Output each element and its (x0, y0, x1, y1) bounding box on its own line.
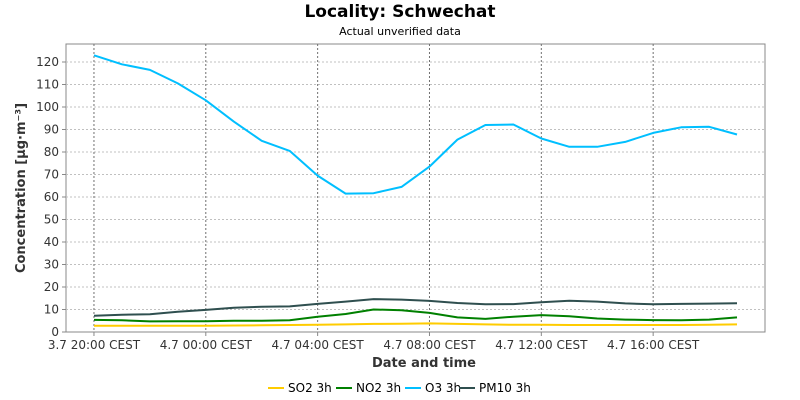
y-tick-label: 50 (44, 213, 59, 227)
series-line-pm10-3h (93, 298, 738, 317)
y-tick-label: 40 (44, 235, 59, 249)
x-tick-label: 4.7 00:00 CEST (160, 338, 253, 352)
x-tick-label: 4.7 04:00 CEST (272, 338, 365, 352)
chart-title: Locality: Schwechat (304, 2, 495, 22)
y-tick-label: 0 (51, 325, 59, 339)
legend-item-no2-3h: NO2 3h (336, 381, 401, 395)
y-tick-label: 60 (44, 190, 59, 204)
chart-subtitle: Actual unverified data (339, 25, 461, 38)
y-tick-label: 10 (44, 303, 59, 317)
legend-label: NO2 3h (356, 381, 401, 395)
series-line-no2-3h (93, 308, 738, 323)
y-tick-label: 30 (44, 258, 59, 272)
x-tick-label: 4.7 08:00 CEST (383, 338, 476, 352)
legend-item-o3-3h: O3 3h (405, 381, 461, 395)
y-tick-label: 120 (36, 55, 59, 69)
horizontal-gridlines (66, 61, 765, 310)
y-tick-label: 70 (44, 168, 59, 182)
legend-label: O3 3h (425, 381, 461, 395)
vertical-gridlines (93, 44, 654, 332)
y-tick-label: 100 (36, 100, 59, 114)
legend-label: PM10 3h (479, 381, 531, 395)
legend-item-pm10-3h: PM10 3h (459, 381, 531, 395)
x-axis-label: Date and time (372, 356, 476, 371)
series-line-o3-3h (93, 54, 738, 195)
series-line-so2-3h (94, 322, 738, 327)
legend-item-so2-3h: SO2 3h (268, 381, 332, 395)
series-lines (93, 54, 738, 327)
y-tick-label: 90 (44, 123, 59, 137)
y-axis-ticks: 0 10 20 30 40 50 60 70 80 90 100 110 120 (36, 55, 66, 339)
y-tick-label: 80 (44, 145, 59, 159)
y-axis-label: Concentration [µg·m⁻³] (14, 103, 29, 273)
x-tick-label: 3.7 20:00 CEST (48, 338, 141, 352)
x-tick-label: 4.7 12:00 CEST (495, 338, 588, 352)
plot-area (65, 43, 766, 333)
y-tick-label: 110 (36, 78, 59, 92)
legend: SO2 3h NO2 3h O3 3h PM10 3h (268, 381, 531, 395)
x-axis-ticks: 3.7 20:00 CEST 4.7 00:00 CEST 4.7 04:00 CE… (48, 332, 700, 352)
legend-label: SO2 3h (288, 381, 332, 395)
x-tick-label: 4.7 16:00 CEST (607, 338, 700, 352)
y-tick-label: 20 (44, 280, 59, 294)
